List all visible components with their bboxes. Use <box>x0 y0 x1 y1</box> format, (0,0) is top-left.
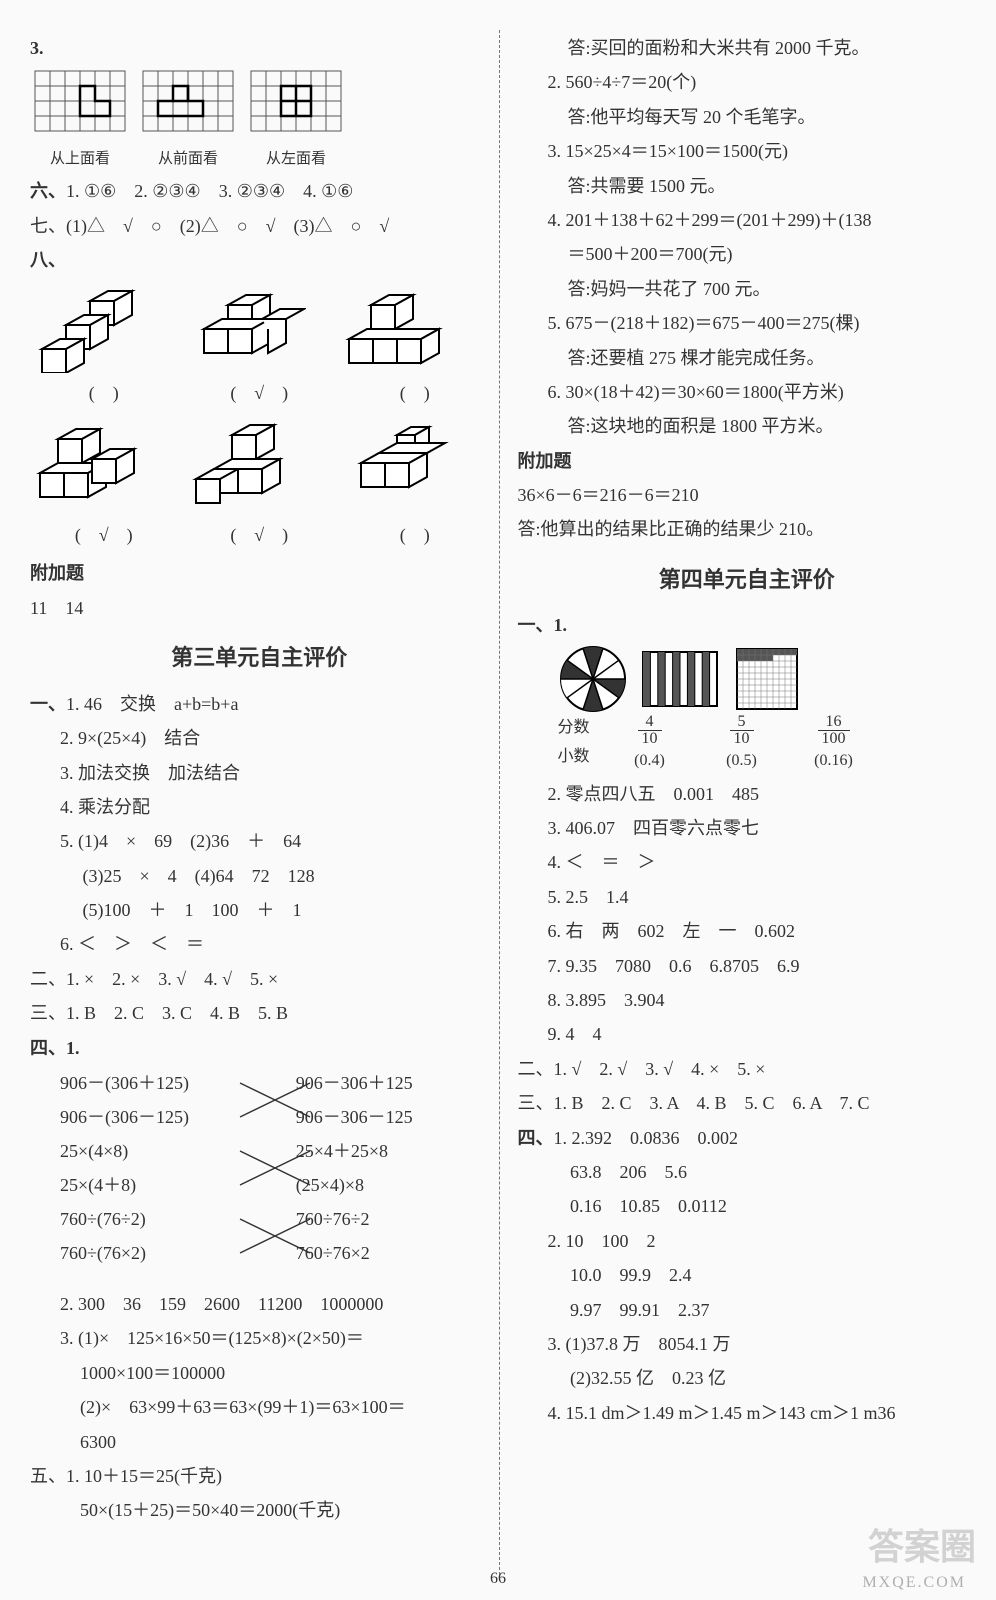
u3-section2: 二、1. × 2. × 3. √ 4. √ 5. × <box>30 963 489 995</box>
q3-label: 3. <box>30 32 489 64</box>
u4-3: 三、1. B 2. C 3. A 4. B 5. C 6. A 7. C <box>518 1087 977 1119</box>
u3-4-3a2: 1000×100＝100000 <box>30 1357 489 1389</box>
u3-5-1a: 五、1. 10＋15＝25(千克) <box>30 1460 489 1492</box>
r2a: 2. 560÷4÷7＝20(个) <box>518 66 977 98</box>
grid-figure: 从左面看 <box>246 66 346 173</box>
left-column: 3. 从上面看 <box>30 30 500 1580</box>
bonus-label: 附加题 <box>30 557 489 589</box>
unit4-title: 第四单元自主评价 <box>518 560 977 600</box>
r6a: 6. 30×(18＋42)＝30×60＝1800(平方米) <box>518 376 977 408</box>
r5a: 5. 675－(218＋182)＝675－400＝275(棵) <box>518 307 977 339</box>
cross-lines <box>60 1066 489 1276</box>
u3-4-prefix: 四、1. <box>30 1032 489 1064</box>
u3-4-3b2: 6300 <box>30 1426 489 1458</box>
u4-1-prefix: 一、1. <box>518 609 977 641</box>
cube-figure: ( ) <box>341 283 489 409</box>
grid-label: 从左面看 <box>246 146 346 173</box>
u4-line: 5. 2.5 1.4 <box>518 881 977 913</box>
r3a: 3. 15×25×4＝15×100＝1500(元) <box>518 135 977 167</box>
q8-prefix: 八、 <box>30 244 489 276</box>
u3-section3: 三、1. B 2. C 3. C 4. B 5. B <box>30 997 489 1029</box>
grid-label: 从上面看 <box>30 146 130 173</box>
u4-line: 3. 406.07 四百零六点零七 <box>518 812 977 844</box>
u4-line: 9. 4 4 <box>518 1018 977 1050</box>
u3-4-3b: (2)× 63×99＋63＝63×(99＋1)＝63×100＝ <box>30 1391 489 1423</box>
fraction-diagrams <box>558 644 977 714</box>
site-mark: MXQE.COM <box>862 1569 966 1598</box>
cube-figure: ( ) <box>341 415 489 551</box>
u4-2: 二、1. √ 2. √ 3. √ 4. × 5. × <box>518 1053 977 1085</box>
grid-figure: 从上面看 <box>30 66 130 173</box>
r3b: 答:共需要 1500 元。 <box>518 170 977 202</box>
u4-line: 8. 3.895 3.904 <box>518 984 977 1016</box>
grid-label: 从前面看 <box>138 146 238 173</box>
u3-section1: 一、1. 46 交换 a+b=b+a 2. 9×(25×4) 结合 3. 加法交… <box>30 688 489 961</box>
page-number: 66 <box>490 1565 506 1594</box>
u3-4-3a: 3. (1)× 125×16×50＝(125×8)×(2×50)＝ <box>30 1322 489 1354</box>
r4b: ＝500＋200＝700(元) <box>518 238 977 270</box>
worksheet-page: 3. 从上面看 <box>0 0 996 1600</box>
bar-fraction <box>640 644 720 714</box>
bonus-a: 36×6－6＝216－6＝210 <box>518 479 977 511</box>
u4-line: 4. ＜ ＝ ＞ <box>518 846 977 878</box>
unit3-title: 第三单元自主评价 <box>30 638 489 678</box>
r4a: 4. 201＋138＋62＋299＝(201＋299)＋(138 <box>518 204 977 236</box>
u4-line: 7. 9.35 7080 0.6 6.8705 6.9 <box>518 950 977 982</box>
right-column: 答:买回的面粉和大米共有 2000 千克。 2. 560÷4÷7＝20(个) 答… <box>510 30 977 1580</box>
u3-4-2: 2. 300 36 159 2600 11200 1000000 <box>30 1288 489 1320</box>
r5b: 答:还要植 275 棵才能完成任务。 <box>518 342 977 374</box>
cube-row-2: ( √ ) ( √ ) <box>30 415 489 551</box>
r2b: 答:他平均每天写 20 个毛笔字。 <box>518 101 977 133</box>
u4-line: 2. 零点四八五 0.001 485 <box>518 778 977 810</box>
cube-figure: ( √ ) <box>30 415 178 551</box>
bonus-answer: 11 14 <box>30 592 489 624</box>
q6-answers: 六、1. ①⑥ 2. ②③④ 3. ②③④ 4. ①⑥ <box>30 175 489 207</box>
u4-line: 6. 右 两 602 左 一 0.602 <box>518 915 977 947</box>
pie-chart <box>558 644 628 714</box>
q3-grids: 从上面看 从前面看 <box>30 66 489 173</box>
u4-4: 四、1. 2.392 0.0836 0.002 63.8 206 5.6 0.1… <box>518 1122 977 1430</box>
u3-5-1b: 50×(15＋25)＝50×40＝2000(千克) <box>30 1494 489 1526</box>
cube-row-1: ( ) ( √ ) <box>30 283 489 409</box>
cube-figure: ( √ ) <box>186 283 334 409</box>
r6b: 答:这块地的面积是 1800 平方米。 <box>518 410 977 442</box>
r1: 答:买回的面粉和大米共有 2000 千克。 <box>518 32 977 64</box>
cube-figure: ( ) <box>30 283 178 409</box>
grid-figure: 从前面看 <box>138 66 238 173</box>
grid-fraction <box>732 644 802 714</box>
bonus-b: 答:他算出的结果比正确的结果少 210。 <box>518 513 977 545</box>
fraction-labels: 分数 小数 410 (0.4) 510 (0.5) 16100 (0.16) <box>558 714 977 776</box>
cube-figure: ( √ ) <box>186 415 334 551</box>
matching-diagram: 906－(306＋125) 906－(306－125) 25×(4×8) 25×… <box>60 1066 489 1286</box>
r4c: 答:妈妈一共花了 700 元。 <box>518 273 977 305</box>
q7-answers: 七、(1)△ √ ○ (2)△ ○ √ (3)△ ○ √ <box>30 210 489 242</box>
bonus-label-r: 附加题 <box>518 445 977 477</box>
